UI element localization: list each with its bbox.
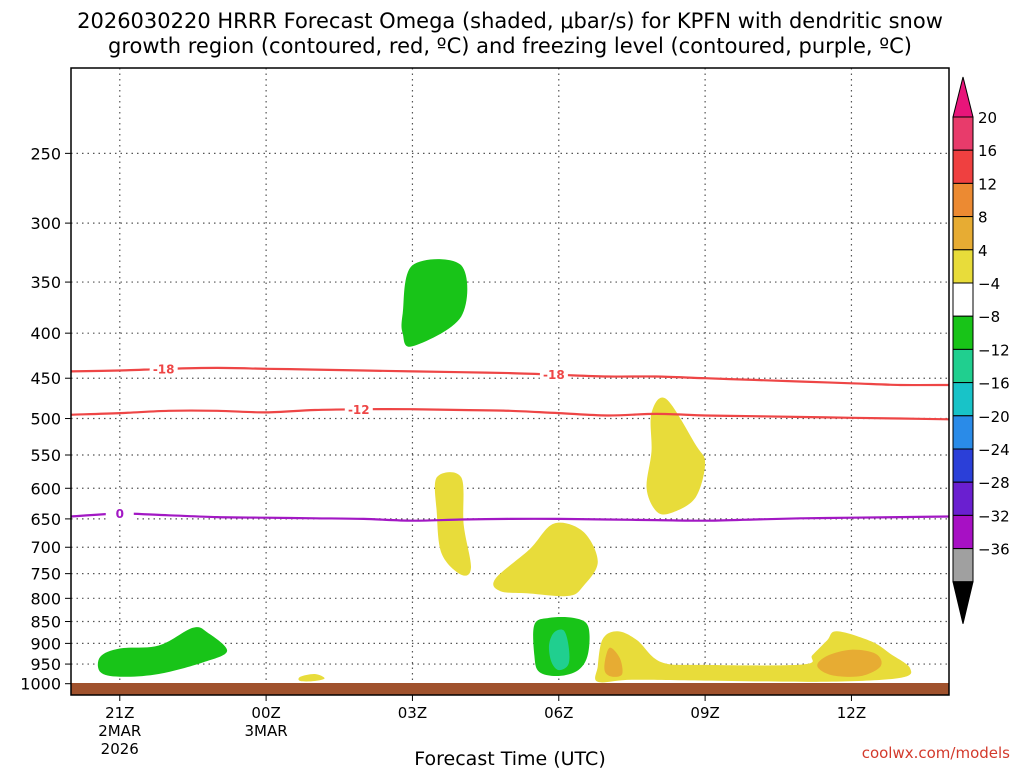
colorbar-swatch	[952, 548, 974, 583]
y-tick-label: 550	[30, 446, 61, 465]
colorbar-label: 20	[978, 109, 997, 127]
colorbar-swatch	[952, 249, 974, 284]
contour-label-bg	[539, 366, 568, 383]
credit-text: coolwx.com/models	[862, 744, 1010, 762]
y-tick-label: 650	[30, 510, 61, 529]
contour-line	[70, 408, 950, 421]
y-tick-label: 950	[30, 655, 61, 674]
x-tick-year: 2026	[101, 740, 139, 758]
colorbar-swatch	[952, 182, 974, 218]
ground-surface-bar	[71, 683, 949, 695]
omega-region	[817, 649, 882, 677]
contour-label: -12	[348, 403, 370, 417]
contour-label: -18	[543, 368, 565, 382]
omega-region	[493, 522, 598, 597]
colorbar-label: −24	[978, 441, 1010, 459]
colorbar-label: −8	[978, 308, 1000, 326]
colorbar-label: −20	[978, 408, 1010, 426]
y-tick-label: 400	[30, 324, 61, 343]
colorbar: 20 16 12 8 4 −4 −8 −12 −16 −20 −24 −28 −32 −36	[952, 76, 1010, 624]
colorbar-label: 8	[978, 209, 988, 227]
omega-region	[434, 472, 472, 576]
colorbar-label: 4	[978, 242, 988, 260]
colorbar-label: −36	[978, 541, 1010, 559]
x-tick-label: 00Z	[251, 704, 280, 722]
contour-layer: -18 -18 -12 0	[70, 360, 950, 522]
omega-region	[548, 629, 570, 671]
colorbar-swatch	[952, 216, 974, 251]
chart-title-line2: growth region (contoured, red, ºC) and f…	[108, 34, 912, 58]
colorbar-label: 12	[978, 175, 997, 193]
omega-region	[604, 647, 623, 677]
colorbar-lower-arrow	[952, 581, 974, 624]
contour-line	[70, 366, 950, 387]
colorbar-upper-arrow	[952, 76, 974, 118]
y-tick-label: 350	[30, 273, 61, 292]
y-tick-label: 800	[30, 589, 61, 608]
colorbar-label: −4	[978, 275, 1000, 293]
colorbar-swatch	[952, 315, 974, 350]
chart-title-line1: 2026030220 HRRR Forecast Omega (shaded, …	[77, 9, 943, 33]
colorbar-swatch	[952, 282, 974, 317]
colorbar-swatch	[952, 382, 974, 417]
x-tick-label: 06Z	[544, 704, 573, 722]
y-tick-label: 750	[30, 565, 61, 584]
colorbar-label: −16	[978, 375, 1010, 393]
y-tick-label: 850	[30, 613, 61, 632]
colorbar-swatch	[952, 149, 974, 184]
plot-frame	[70, 67, 950, 696]
colorbar-swatch	[952, 481, 974, 516]
omega-region	[646, 397, 706, 515]
omega-region	[298, 673, 325, 682]
y-tick-label: 450	[30, 369, 61, 388]
x-tick-label: 21Z	[105, 704, 134, 722]
contour-label-bg	[105, 505, 134, 522]
y-tick-label: 1000	[20, 675, 61, 694]
colorbar-swatch	[952, 415, 974, 450]
x-axis-label: Forecast Time (UTC)	[414, 748, 605, 768]
contour-label-bg	[344, 401, 373, 418]
colorbar-swatch	[952, 116, 974, 151]
contour-label-bg	[149, 360, 178, 377]
colorbar-label: −12	[978, 341, 1010, 359]
y-tick-label: 600	[30, 479, 61, 498]
colorbar-label: −28	[978, 474, 1010, 492]
contour-label: 0	[116, 507, 124, 521]
colorbar-label: −32	[978, 507, 1010, 525]
colorbar-swatch	[952, 348, 974, 384]
contour-line	[70, 512, 950, 522]
contour-label: -18	[153, 362, 175, 376]
y-tick-label: 300	[30, 214, 61, 233]
omega-shading-layer	[97, 259, 912, 683]
x-tick-label: 09Z	[690, 704, 719, 722]
y-tick-label: 500	[30, 410, 61, 429]
omega-region	[97, 627, 228, 677]
omega-region	[401, 259, 468, 347]
y-tick-label: 900	[30, 634, 61, 653]
x-tick-label: 12Z	[837, 704, 866, 722]
y-axis-ticks: 250 300 350 400 450 500 550 600 650 700 750 800 850 9…	[20, 144, 71, 694]
x-tick-date: 3MAR	[245, 722, 288, 740]
colorbar-label: 16	[978, 142, 997, 160]
grid-layer	[71, 68, 949, 695]
colorbar-swatch	[952, 448, 974, 483]
colorbar-swatch	[952, 514, 974, 550]
x-tick-date: 2MAR	[98, 722, 141, 740]
x-tick-label: 03Z	[398, 704, 427, 722]
y-tick-label: 250	[30, 144, 61, 163]
y-tick-label: 700	[30, 538, 61, 557]
